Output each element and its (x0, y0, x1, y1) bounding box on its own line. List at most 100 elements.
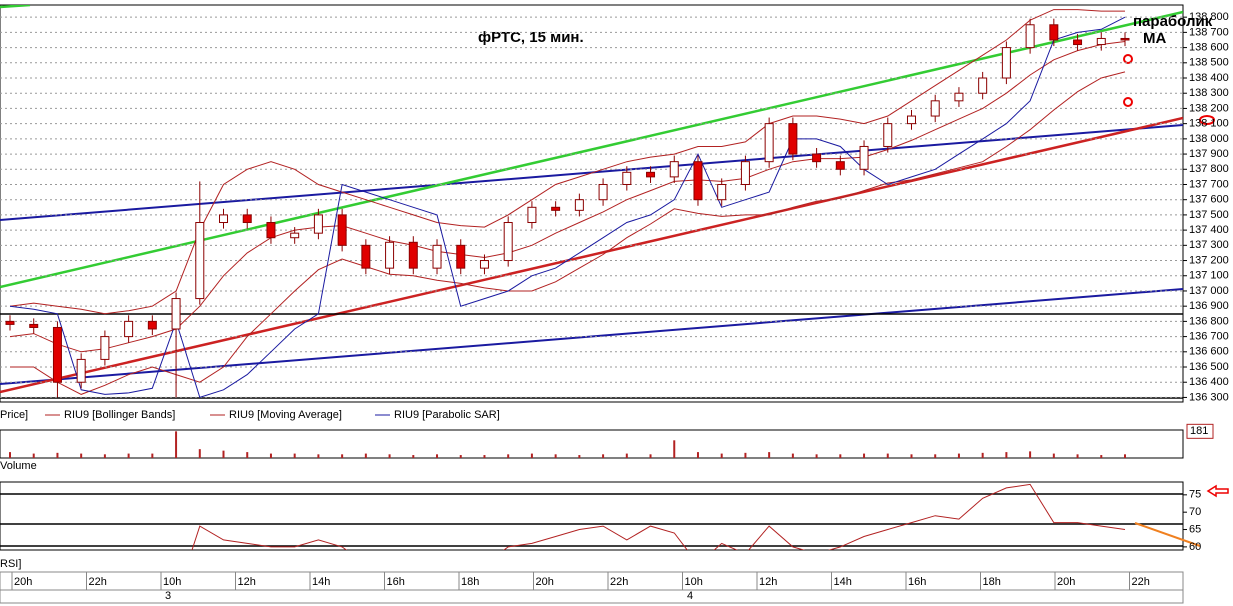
x-tick-label: 16h (908, 576, 926, 588)
panel-label: RSI] (0, 558, 21, 570)
y-tick-label: 75 (1189, 489, 1201, 501)
candle-body (788, 123, 798, 155)
x-tick-label: 12h (759, 576, 777, 588)
candle-body (266, 222, 276, 239)
series-line (191, 483, 1126, 550)
y-tick-label: 137 500 (1189, 209, 1229, 221)
y-tick-label: 70 (1189, 506, 1201, 518)
rsi-panel (0, 481, 1184, 551)
candle-body (646, 171, 656, 178)
y-tick-label: 136 400 (1189, 376, 1229, 388)
candle-body (764, 123, 774, 163)
y-tick-label: 136 500 (1189, 361, 1229, 373)
y-tick-label: 137 000 (1189, 285, 1229, 297)
candle-body (76, 358, 86, 383)
candle-body (124, 320, 134, 338)
candle-body (551, 206, 561, 211)
candle-body (978, 77, 988, 94)
series-line (9, 41, 1126, 353)
legend-entry: Price] (0, 409, 28, 421)
y-tick-label: 137 800 (1189, 163, 1229, 175)
candle-body (883, 123, 893, 147)
y-tick-label: 138 500 (1189, 57, 1229, 69)
candle-body (906, 115, 916, 125)
x-tick-label: 16h (387, 576, 405, 588)
legend: Price] RIU9 [Bollinger Bands] RIU9 [Movi… (0, 409, 500, 421)
series-line (9, 16, 1126, 399)
x-tick-label: 10h (163, 576, 181, 588)
day-label: 3 (165, 590, 171, 602)
y-tick-label: 138 200 (1189, 102, 1229, 114)
day-axis (0, 589, 1184, 604)
candle-body (717, 183, 727, 201)
candle-body (574, 199, 584, 211)
candle-body (527, 206, 537, 224)
tick-box (1186, 423, 1214, 439)
legend-entry: RIU9 [Bollinger Bands] (64, 409, 175, 421)
candle-body (598, 183, 608, 201)
candle-body (171, 298, 181, 330)
rsi-levels (0, 54, 1229, 547)
candle-body (290, 232, 300, 239)
x-tick-label: 10h (685, 576, 703, 588)
candle-body (859, 145, 869, 170)
legend-entry: RIU9 [Moving Average] (229, 409, 342, 421)
candle-body (835, 161, 845, 170)
y-tick-label: 65 (1189, 523, 1201, 535)
y-tick-label: 136 900 (1189, 300, 1229, 312)
annotation: МА (1143, 30, 1166, 47)
x-tick-label: 18h (461, 576, 479, 588)
candle-body (456, 244, 466, 269)
candle-body (693, 161, 703, 201)
candle-body (622, 171, 632, 185)
x-tick-label: 20h (14, 576, 32, 588)
y-tick-label: 137 400 (1189, 224, 1229, 236)
candle-body (52, 326, 62, 383)
candle-body (740, 161, 750, 185)
x-tick-label: 22h (610, 576, 628, 588)
candle-body (29, 323, 39, 328)
candle-body (408, 241, 418, 269)
x-tick-label: 22h (89, 576, 107, 588)
chart-title: фРТС, 15 мин. (478, 29, 584, 46)
candle-body (385, 241, 395, 269)
candle-body (503, 222, 513, 262)
candle-body (954, 92, 964, 102)
x-tick-label: 18h (983, 576, 1001, 588)
candle-body (432, 244, 442, 269)
candle-body (1049, 24, 1059, 41)
day-label: 4 (687, 590, 693, 602)
candle-body (1120, 37, 1130, 41)
x-tick-label: 14h (834, 576, 852, 588)
y-tick-label: 137 200 (1189, 254, 1229, 266)
candle-body (242, 214, 252, 224)
x-tick-label: 20h (536, 576, 554, 588)
candle-body (1025, 24, 1035, 49)
candle-body (313, 214, 323, 234)
y-tick-label: 136 600 (1189, 346, 1229, 358)
candle-body (669, 161, 679, 178)
y-tick-label: 136 700 (1189, 331, 1229, 343)
y-tick-label: 136 800 (1189, 315, 1229, 327)
candle-body (219, 214, 229, 224)
y-tick-label: 138 700 (1189, 26, 1229, 38)
legend-entry: RIU9 [Parabolic SAR] (394, 409, 500, 421)
y-tick-label: 137 700 (1189, 178, 1229, 190)
y-tick-label: 136 300 (1189, 391, 1229, 403)
x-tick-label: 22h (1132, 576, 1150, 588)
candle-body (930, 100, 940, 117)
candle-body (1096, 37, 1106, 46)
x-tick-label: 20h (1057, 576, 1075, 588)
x-tick-label: 12h (238, 576, 256, 588)
candle-body (361, 244, 371, 269)
y-tick-label: 137 300 (1189, 239, 1229, 251)
y-tick-label: 137 600 (1189, 194, 1229, 206)
y-tick-label: 138 400 (1189, 72, 1229, 84)
x-tick-label: 14h (312, 576, 330, 588)
y-tick-label: 138 100 (1189, 118, 1229, 130)
candle-body (1073, 39, 1083, 46)
candle-body (1001, 47, 1011, 79)
y-tick-label: 60 (1189, 541, 1201, 553)
candle-body (812, 153, 822, 163)
